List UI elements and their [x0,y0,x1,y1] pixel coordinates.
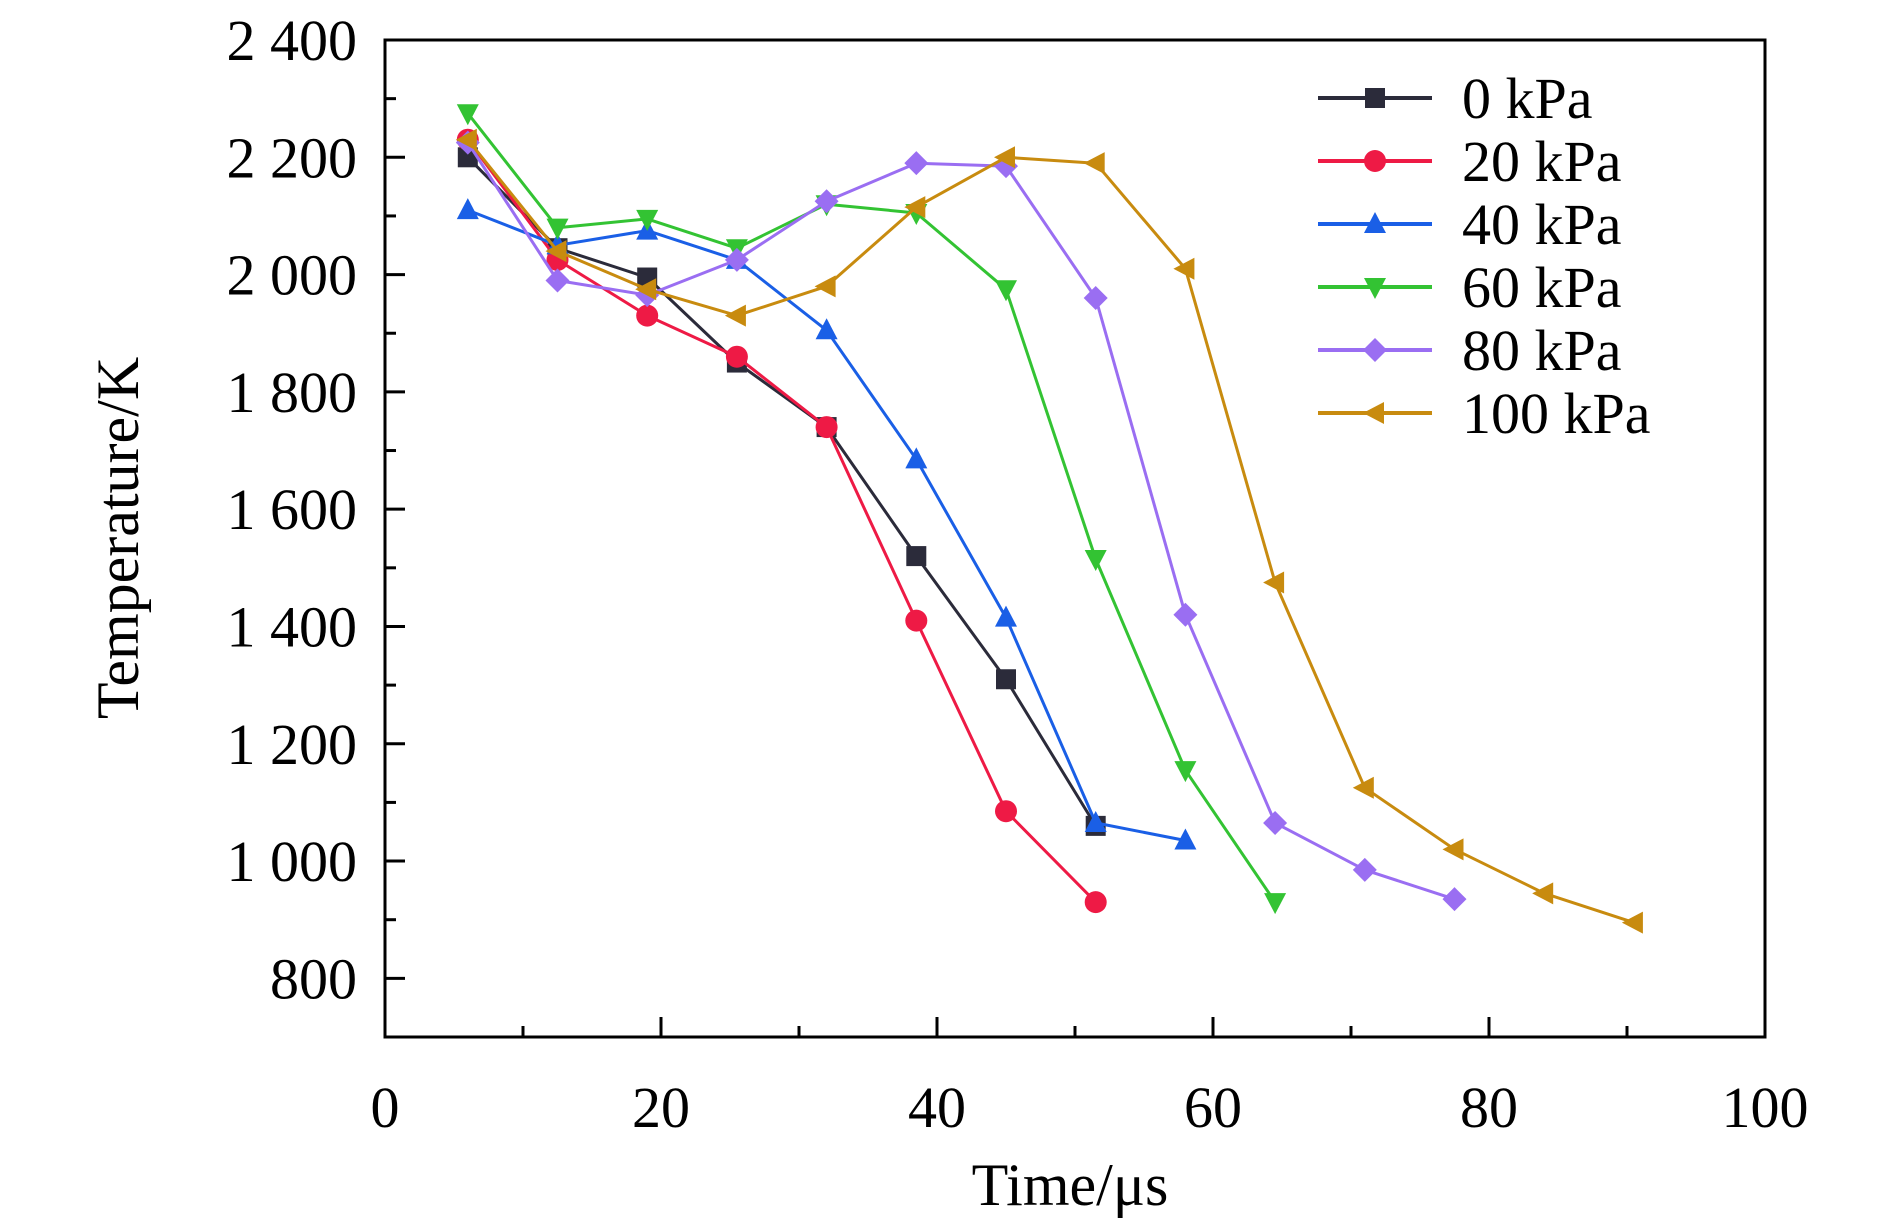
series-line [466,156,1097,827]
y-tick-label: 1 800 [227,360,358,425]
legend-marker [1364,150,1386,172]
data-point [1263,810,1288,835]
data-point [904,196,926,219]
legend-marker [1365,88,1385,108]
axes: 0 20 40 60 80 100 800 1 000 1 200 1 400 1 600 1 800… [227,8,1809,1140]
y-tick-label: 2 200 [227,125,358,190]
legend-marker [1363,338,1387,362]
data-point [1174,828,1197,850]
y-tick-label: 2 400 [227,8,358,73]
data-point [1083,286,1108,311]
data-point [995,800,1017,823]
y-tick-label: 1 600 [227,477,358,542]
data-point [545,268,570,293]
x-tick-label: 20 [632,1075,690,1140]
data-point [814,189,839,214]
data-point [1084,810,1107,832]
data-point [994,146,1015,169]
legend-label: 0 kPa [1462,66,1593,131]
data-point [996,669,1016,690]
data-point [1173,257,1195,280]
legend-marker [1364,212,1386,233]
data-point [456,104,479,126]
data-point [455,128,477,151]
legend-item: 40 kPa [1318,192,1622,257]
data-point [636,209,659,231]
data-point [1442,887,1467,912]
data-point [1084,550,1107,572]
data-point [1174,761,1197,783]
data-point [546,218,569,240]
data-point [906,546,927,567]
series-80-kpa [455,130,1467,912]
x-tick-label: 80 [1460,1075,1518,1140]
series-line [466,138,1635,925]
data-point [1173,602,1198,627]
legend-marker [1363,402,1384,424]
y-axis-label: Temperature/K [85,357,151,719]
data-point [1084,891,1107,914]
data-point [815,318,838,340]
series-line [466,112,1277,903]
x-axis-label: Time/μs [972,1152,1169,1218]
series-layer [455,104,1643,934]
x-tick-label: 40 [908,1075,966,1140]
y-tick-label: 800 [270,946,357,1011]
series-40-kpa [456,198,1197,850]
data-point [456,198,479,220]
legend-label: 80 kPa [1462,318,1622,383]
legend-label: 20 kPa [1462,129,1622,194]
series-line [467,208,1186,842]
legend-item: 20 kPa [1318,129,1622,194]
data-point [545,240,567,263]
data-point [1352,776,1374,799]
series-60-kpa [456,104,1287,915]
y-tick-label: 1 000 [227,829,358,894]
data-point [1083,152,1105,175]
data-point [814,275,836,298]
legend-item: 100 kPa [1318,381,1651,446]
legend-item: 80 kPa [1318,318,1622,383]
series-100-kpa [455,128,1643,934]
data-point [1442,838,1464,861]
data-point [905,609,928,632]
data-point [635,278,657,301]
x-tick-label: 100 [1722,1075,1809,1140]
series-line [466,138,1097,904]
legend-marker [1364,278,1386,299]
data-point [1264,893,1287,915]
data-point [1263,571,1285,594]
data-point [636,304,659,327]
data-point [815,416,838,439]
data-point [724,304,746,327]
data-point [1352,857,1377,882]
data-point [904,151,929,176]
data-point [724,247,749,272]
legend-item: 60 kPa [1318,255,1622,320]
data-point [995,280,1017,302]
legend-item: 0 kPa [1318,66,1593,131]
y-tick-label: 1 200 [227,712,358,777]
series-line [466,141,1455,901]
data-point [1532,882,1554,905]
legend-label: 40 kPa [1462,192,1622,257]
x-tick-label: 60 [1184,1075,1242,1140]
x-tick-label: 0 [371,1075,400,1140]
y-tick-label: 1 400 [227,594,358,659]
data-point [995,605,1017,627]
legend-label: 100 kPa [1462,381,1651,446]
legend-label: 60 kPa [1462,255,1622,320]
data-point [1621,911,1643,934]
data-point [905,447,928,469]
data-point [725,345,748,368]
y-tick-label: 2 000 [227,243,358,308]
